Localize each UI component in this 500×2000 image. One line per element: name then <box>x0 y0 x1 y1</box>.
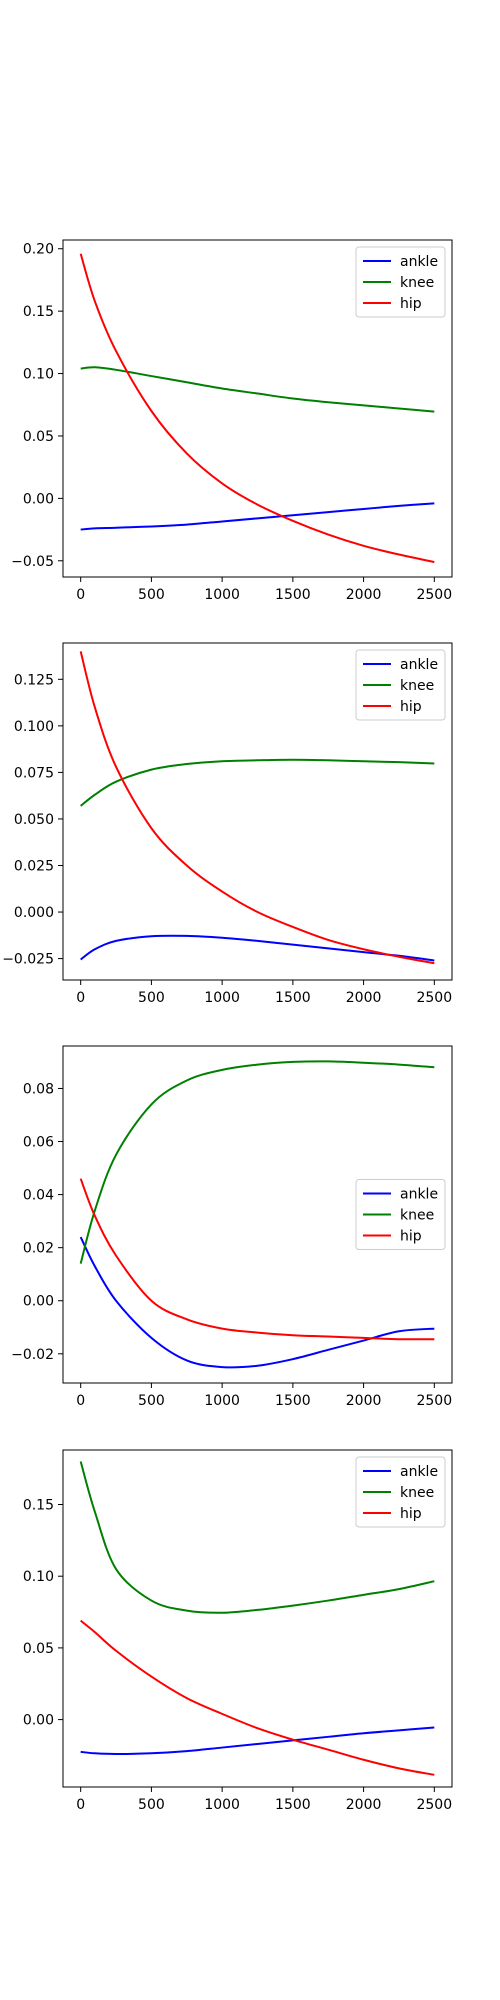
chart-panel-3: 0 500 1000 1500 2000 2500 −0.02 0.00 0.02 0.04 0.0… <box>11 1045 453 1409</box>
legend-label-hip: hip <box>400 699 422 715</box>
legend-label-knee: knee <box>400 1208 434 1224</box>
legend-label-knee: knee <box>400 1485 434 1501</box>
x-tick-label: 1000 <box>204 1393 240 1409</box>
axes-frame <box>62 1449 453 1788</box>
y-tick-label: 0.10 <box>23 367 54 383</box>
x-tick-label: 2500 <box>416 1393 452 1409</box>
series-line-knee <box>80 366 435 413</box>
legend: ankle knee hip <box>355 246 446 318</box>
legend-label-knee: knee <box>400 275 434 291</box>
x-tick-label: 1000 <box>204 587 240 603</box>
series-line-hip <box>79 1178 435 1341</box>
x-tick-label: 2500 <box>416 1797 452 1813</box>
axes-frame <box>62 642 453 981</box>
legend-label-ankle: ankle <box>400 1187 438 1203</box>
x-tick-label: 1500 <box>275 990 311 1006</box>
x-tick-label: 1500 <box>275 1393 311 1409</box>
x-tick-label: 500 <box>138 587 165 603</box>
series-line-ankle <box>80 502 435 531</box>
x-tick-label: 2500 <box>416 990 452 1006</box>
x-tick-label: 500 <box>138 1797 165 1813</box>
series-line-knee <box>79 1060 435 1264</box>
y-tick-label: 0.10 <box>23 1569 54 1585</box>
x-tick-label: 1000 <box>204 990 240 1006</box>
legend-label-ankle: ankle <box>400 254 438 270</box>
y-tick-label: 0.075 <box>14 765 54 781</box>
y-tick-label: 0.100 <box>14 719 54 735</box>
y-tick-label: 0.20 <box>23 242 54 258</box>
y-tick-label: 0.06 <box>23 1135 54 1151</box>
series-line-knee <box>79 1461 435 1614</box>
x-tick-label: 2000 <box>346 1393 382 1409</box>
legend-label-ankle: ankle <box>400 1464 438 1480</box>
chart-panel-2: 0 500 1000 1500 2000 2500 −0.025 0.000 0.025 0.05… <box>2 642 453 1006</box>
legend-box <box>355 649 446 721</box>
y-tick-label: −0.02 <box>11 1347 54 1363</box>
y-tick-label: 0.125 <box>14 672 54 688</box>
legend: ankle knee hip <box>355 1179 446 1250</box>
chart-panel-4: 0 500 1000 1500 2000 2500 0.00 0.05 0.10 0.15 ankl… <box>23 1449 453 1813</box>
y-tick-label: 0.025 <box>14 858 54 874</box>
legend-box <box>355 1179 446 1250</box>
series-line-ankle <box>80 934 435 962</box>
y-tick-label: 0.00 <box>23 491 54 507</box>
legend-box <box>355 246 446 318</box>
legend-label-ankle: ankle <box>400 657 438 673</box>
legend-label-hip: hip <box>400 1506 422 1522</box>
y-tick-label: 0.00 <box>23 1294 54 1310</box>
y-tick-label: −0.025 <box>2 952 54 968</box>
y-tick-label: 0.15 <box>23 304 54 320</box>
x-tick-label: 0 <box>76 1393 85 1409</box>
y-tick-label: 0.00 <box>23 1713 54 1729</box>
chart-panel-1: 0 500 1000 1500 2000 2500 −0.05 0.00 0.05 0.10 0.1… <box>11 239 453 603</box>
axes-frame <box>62 239 453 578</box>
series-line-hip <box>80 1619 435 1776</box>
x-tick-label: 2000 <box>346 990 382 1006</box>
y-tick-label: 0.000 <box>14 905 54 921</box>
y-tick-label: 0.02 <box>23 1241 54 1257</box>
legend-label-knee: knee <box>400 678 434 694</box>
x-tick-label: 2000 <box>346 587 382 603</box>
series-line-ankle <box>80 1726 435 1756</box>
legend-label-hip: hip <box>400 1229 422 1245</box>
series-line-hip <box>79 253 435 563</box>
y-tick-label: 0.15 <box>23 1497 54 1513</box>
x-tick-label: 2000 <box>346 1797 382 1813</box>
y-tick-label: 0.04 <box>23 1188 54 1204</box>
x-tick-label: 500 <box>138 1393 165 1409</box>
series-line-ankle <box>79 1236 435 1369</box>
y-tick-label: 0.08 <box>23 1081 54 1097</box>
legend-label-hip: hip <box>400 296 422 312</box>
y-tick-label: 0.05 <box>23 1641 54 1657</box>
x-tick-label: 0 <box>76 990 85 1006</box>
x-tick-label: 0 <box>76 587 85 603</box>
x-tick-label: 1500 <box>275 587 311 603</box>
y-tick-label: −0.05 <box>11 554 54 570</box>
x-tick-label: 1000 <box>204 1797 240 1813</box>
x-tick-label: 1500 <box>275 1797 311 1813</box>
legend: ankle knee hip <box>355 649 446 721</box>
x-tick-label: 500 <box>138 990 165 1006</box>
series-line-knee <box>80 758 435 807</box>
y-tick-label: 0.050 <box>14 812 54 828</box>
x-tick-label: 0 <box>76 1797 85 1813</box>
series-line-hip <box>79 651 435 965</box>
y-tick-label: 0.05 <box>23 429 54 445</box>
legend-box <box>355 1456 446 1528</box>
legend: ankle knee hip <box>355 1456 446 1528</box>
axes-frame <box>62 1045 453 1384</box>
x-tick-label: 2500 <box>416 587 452 603</box>
